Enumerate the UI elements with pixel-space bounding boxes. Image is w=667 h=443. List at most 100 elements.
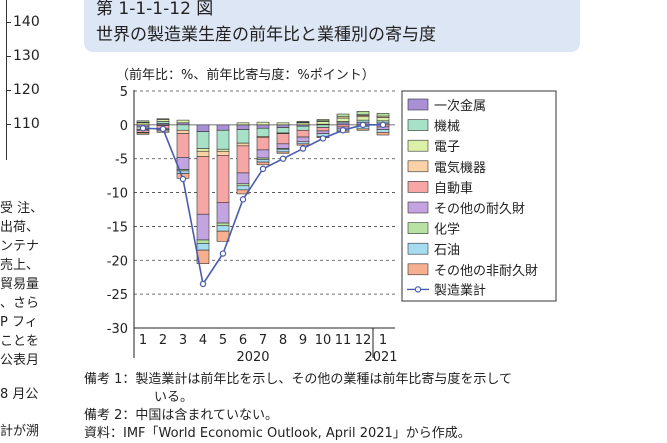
left-axis-line — [6, 0, 7, 160]
left-axis-tick-label: 130 — [13, 48, 40, 64]
left-axis-tick — [6, 22, 11, 23]
bar-segment — [236, 145, 250, 174]
bar-segment — [376, 129, 390, 133]
bar-segment — [196, 156, 210, 215]
x-tick-label: 8 — [279, 333, 287, 348]
bar-segment — [236, 122, 250, 126]
body-text-fragment: ンテナ — [0, 239, 40, 254]
bar-segment — [196, 131, 210, 149]
bar-segment — [216, 225, 230, 232]
bar-segment — [336, 122, 350, 126]
year-label: 2021 — [364, 350, 397, 365]
left-axis-tick — [6, 124, 11, 125]
bar-segment — [196, 150, 210, 157]
note-2: 備考 2：中国は含まれていない。 — [84, 408, 279, 423]
bar-segment — [236, 189, 250, 195]
legend-line-marker — [414, 286, 422, 293]
bar-segment — [376, 113, 390, 117]
bar-segment — [376, 117, 390, 122]
legend-label: 自動車 — [434, 181, 473, 196]
bar-segment — [216, 124, 230, 131]
bar-segment — [276, 143, 290, 149]
bar-segment — [196, 243, 210, 251]
legend-label: 電子 — [434, 140, 460, 155]
bar-segment — [336, 117, 350, 122]
body-text-fragment: 受 注、 — [0, 201, 44, 216]
y-tick-label: -10 — [107, 187, 128, 202]
note-1: 備考 1：製造業計は前年比を示し、その他の業種は前年比寄与度を示して — [84, 372, 513, 387]
bar-segment — [136, 132, 150, 135]
bar-segment — [296, 136, 310, 143]
note-1-continuation: いる。 — [154, 390, 194, 405]
x-tick-label: 6 — [239, 333, 247, 348]
left-axis-tick-label: 140 — [13, 14, 40, 30]
bar-segment — [296, 141, 310, 145]
legend-label: その他の耐久財 — [434, 202, 525, 217]
line-point — [299, 145, 307, 152]
x-tick-label: 10 — [315, 333, 332, 348]
bar-segment — [216, 129, 230, 150]
line-point — [219, 250, 227, 257]
left-axis-tick-label: 110 — [13, 116, 40, 132]
year-label: 2020 — [236, 350, 269, 365]
legend-swatch — [407, 160, 429, 173]
legend-swatch — [407, 181, 429, 193]
bar-segment — [196, 148, 210, 152]
line-point — [259, 165, 267, 173]
bar-segment — [356, 128, 370, 131]
legend-label: 電気機器 — [434, 160, 486, 176]
bar-segment — [236, 129, 250, 144]
x-tick-label: 11 — [335, 333, 352, 348]
y-tick-label: 0 — [120, 119, 128, 134]
body-text-fragment: 、さら — [0, 296, 40, 311]
bar-segment — [176, 133, 190, 158]
bar-segment — [236, 183, 250, 187]
left-cropped-axis: 140 130 120 110 — [0, 0, 40, 160]
legend-swatch — [407, 222, 429, 234]
x-tick-label: 1 — [379, 333, 387, 348]
legend-swatch — [407, 119, 429, 131]
bar-segment — [316, 119, 330, 122]
line-point — [159, 125, 167, 133]
bar-segment — [256, 159, 270, 163]
line-point — [339, 127, 347, 134]
x-tick-label: 2 — [159, 333, 167, 348]
bar-segment — [236, 172, 250, 185]
bar-segment — [316, 130, 330, 134]
line-point — [239, 196, 247, 203]
x-tick-label: 5 — [219, 333, 227, 348]
bar-segment — [216, 222, 230, 227]
bar-segment — [136, 120, 150, 123]
legend-swatch — [407, 263, 429, 276]
figure-header: 第 1-1-1-12 図 世界の製造業生産の前年比と業種別の寄与度 — [84, 0, 580, 52]
legend-swatch — [407, 201, 429, 214]
bar-segment — [196, 239, 210, 244]
bar-segment — [276, 148, 290, 153]
bar-segment — [156, 118, 170, 120]
y-tick-label: -30 — [107, 322, 128, 337]
figure-title: 世界の製造業生産の前年比と業種別の寄与度 — [96, 25, 436, 45]
bar-segment — [216, 230, 230, 242]
line-point — [379, 121, 387, 129]
y-tick-label: -25 — [107, 288, 128, 303]
line-point — [359, 121, 367, 129]
legend-label: 製造業計 — [434, 282, 486, 298]
bar-segment — [236, 185, 250, 191]
bar-segment — [236, 124, 250, 130]
legend-label: 化学 — [434, 222, 460, 238]
bar-segment — [316, 124, 330, 128]
bar-segment — [316, 127, 330, 132]
bar-segment — [256, 149, 270, 159]
bar-segment — [256, 127, 270, 137]
bar-segment — [176, 122, 190, 126]
body-text-fragment: 8 月公 — [0, 387, 39, 402]
bar-segment — [196, 213, 210, 241]
body-text-fragment: 出荷、 — [0, 220, 40, 235]
line-point — [279, 155, 287, 162]
left-axis-tick-label: 120 — [13, 82, 40, 98]
bar-segment — [296, 122, 310, 126]
figure-number: 第 1-1-1-12 図 — [96, 0, 214, 19]
bar-segment — [276, 151, 290, 154]
legend-swatch — [407, 98, 429, 111]
bar-segment — [196, 124, 210, 132]
